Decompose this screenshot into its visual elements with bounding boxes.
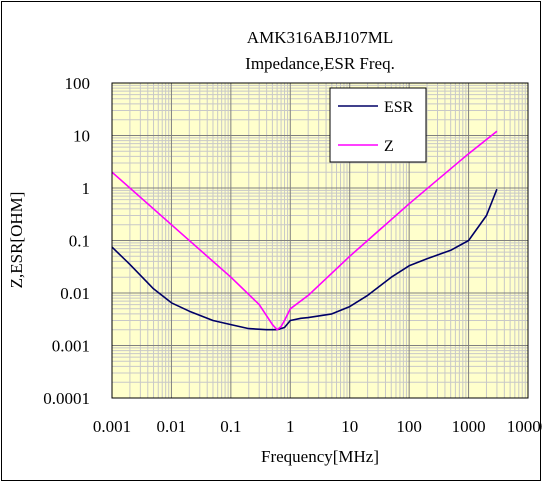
chart-subtitle: Impedance,ESR Freq.	[245, 54, 395, 73]
y-tick-label: 100	[65, 74, 91, 93]
x-tick-label: 0.001	[93, 417, 131, 436]
x-tick-label: 0.1	[220, 417, 241, 436]
x-tick-label: 1000	[452, 417, 486, 436]
y-axis-label: Z,ESR[OHM]	[7, 192, 26, 289]
x-tick-label: 10	[341, 417, 358, 436]
legend-box	[329, 87, 427, 163]
y-tick-label: 10	[73, 127, 90, 146]
y-tick-labels: 100 10 1 0.1 0.01 0.001 0.0001	[43, 74, 90, 408]
x-tick-label: 100	[396, 417, 422, 436]
series-layer	[111, 130, 498, 331]
y-tick-label: 0.0001	[43, 389, 90, 408]
y-tick-label: 0.1	[69, 232, 90, 251]
y-tick-label: 1	[82, 179, 91, 198]
x-axis-label: Frequency[MHz]	[261, 447, 379, 466]
x-tick-label: 0.01	[157, 417, 187, 436]
major-grid	[112, 83, 528, 398]
plot-border	[111, 82, 529, 399]
y-tick-label: 0.001	[52, 337, 90, 356]
legend-esr-label: ESR	[384, 99, 414, 116]
legend-z-label: Z	[384, 138, 394, 155]
series-line-esr	[111, 188, 498, 331]
x-tick-label: 10000	[507, 417, 542, 436]
x-tick-labels: 0.001 0.01 0.1 1 10 100 1000 10000	[93, 417, 542, 436]
chart-title: AMK316ABJ107ML	[247, 28, 393, 47]
x-tick-label: 1	[286, 417, 295, 436]
series-line-z	[111, 130, 498, 331]
legend: ESR Z	[329, 87, 427, 163]
y-tick-label: 0.01	[60, 284, 90, 303]
